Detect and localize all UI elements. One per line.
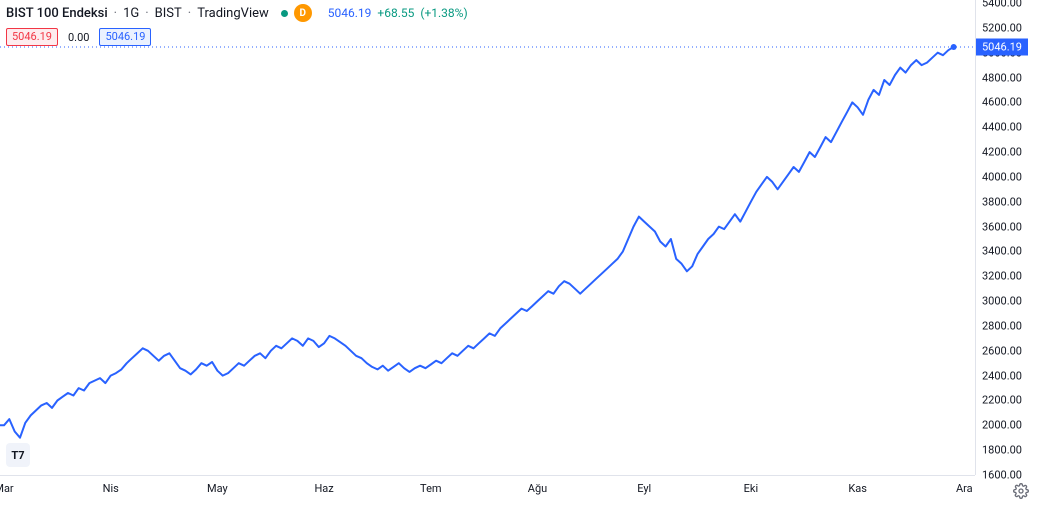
logo-text: T7 [11,449,24,462]
x-tick-label: Nis [103,482,119,495]
x-tick-label: Eki [744,482,759,495]
y-price-tag: 5046.19 [976,38,1028,55]
y-tick-label: 4400.00 [982,121,1022,134]
x-tick-label: Kas [848,482,867,495]
x-tick-label: Ara [956,482,973,495]
x-tick-label: Ağu [528,482,547,495]
y-tick-label: 3400.00 [982,245,1022,258]
y-tick-label: 2800.00 [982,319,1022,332]
y-tick-label: 4200.00 [982,146,1022,159]
x-tick-label: Tem [420,482,442,495]
y-tick-label: 2000.00 [982,419,1022,432]
x-axis[interactable]: Mar Nis May Haz Tem Ağu Eyl Eki Kas Ara [0,475,975,507]
y-tick-label: 4600.00 [982,96,1022,109]
y-tick-label: 2200.00 [982,394,1022,407]
y-tick-label: 1600.00 [982,469,1022,482]
y-tick-label: 5200.00 [982,21,1022,34]
y-tick-label: 3000.00 [982,295,1022,308]
y-tick-label: 2600.00 [982,344,1022,357]
tradingview-logo-icon[interactable]: T7 [6,443,30,467]
chart-plot-area[interactable] [0,0,975,475]
y-axis[interactable]: 5400.005200.005000.004800.004600.004400.… [975,0,1037,475]
x-tick-label: May [207,482,228,495]
y-tick-label: 5400.00 [982,0,1022,10]
y-tick-label: 3200.00 [982,270,1022,283]
y-tick-label: 4800.00 [982,71,1022,84]
y-tick-label: 4000.00 [982,170,1022,183]
y-tick-label: 3600.00 [982,220,1022,233]
chart-container: BIST 100 Endeksi · 1G · BIST · TradingVi… [0,0,1037,507]
y-tick-label: 2400.00 [982,369,1022,382]
x-tick-label: Mar [0,482,14,495]
gear-icon[interactable] [1013,483,1029,499]
chart-svg [0,0,975,475]
x-tick-label: Haz [314,482,333,495]
y-tick-label: 3800.00 [982,195,1022,208]
x-tick-label: Eyl [637,482,651,495]
y-tick-label: 1800.00 [982,444,1022,457]
